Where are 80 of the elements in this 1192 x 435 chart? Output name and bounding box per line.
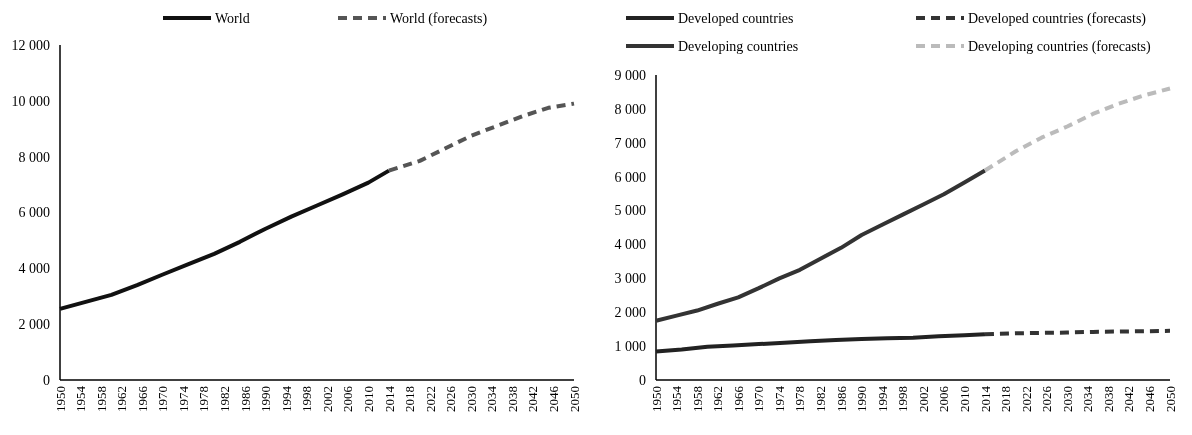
x-tick-label: 2030: [1059, 386, 1075, 412]
x-tick-label: 2018: [402, 386, 418, 412]
x-tick-label: 1990: [258, 386, 274, 412]
x-tick-label: 2018: [998, 386, 1014, 412]
x-tick-label: 2042: [1121, 386, 1137, 412]
y-tick-label: 5 000: [614, 203, 646, 219]
y-tick-label: 6 000: [614, 169, 646, 185]
x-tick-label: 2006: [340, 385, 356, 412]
x-tick-label: 1998: [895, 386, 911, 412]
x-tick-label: 2026: [1039, 385, 1055, 412]
x-tick-label: 2038: [504, 386, 520, 412]
x-tick-label: 1958: [689, 386, 705, 412]
x-tick-label: 1974: [175, 385, 191, 412]
x-tick-label: 2030: [463, 386, 479, 412]
x-tick-label: 2034: [484, 385, 500, 412]
x-tick-label: 2002: [915, 386, 931, 412]
y-tick-label: 7 000: [614, 135, 646, 151]
x-tick-label: 1950: [52, 386, 68, 412]
line-series: [654, 168, 987, 323]
line-series: [386, 101, 576, 173]
x-tick-label: 1982: [813, 386, 829, 412]
x-tick-label: 1974: [771, 385, 787, 412]
x-tick-label: 1986: [237, 385, 253, 412]
x-tick-label: 2034: [1080, 385, 1096, 412]
y-tick-label: 9 000: [614, 67, 646, 83]
x-tick-label: 2046: [1141, 385, 1157, 412]
x-tick-label: 1962: [114, 386, 130, 412]
x-tick-label: 1970: [155, 386, 171, 412]
legend-label: Developing countries: [678, 39, 799, 54]
x-tick-label: 1994: [874, 385, 890, 412]
x-tick-label: 1966: [134, 385, 150, 412]
x-tick-label: 1954: [669, 385, 685, 412]
x-tick-label: 1970: [751, 386, 767, 412]
y-tick-label: 2 000: [18, 317, 50, 333]
x-tick-label: 2006: [936, 385, 952, 412]
x-tick-label: 1954: [73, 385, 89, 412]
x-tick-label: 2014: [381, 385, 397, 412]
line-series: [58, 168, 391, 311]
x-tick-label: 2002: [319, 386, 335, 412]
x-tick-label: 1966: [730, 385, 746, 412]
x-tick-label: 1982: [217, 386, 233, 412]
y-tick-label: 6 000: [18, 205, 50, 221]
y-tick-label: 2 000: [614, 305, 646, 321]
y-tick-label: 0: [43, 372, 50, 388]
x-tick-label: 1994: [278, 385, 294, 412]
x-tick-label: 2026: [443, 385, 459, 412]
x-tick-label: 2010: [956, 386, 972, 412]
y-tick-label: 12 000: [11, 37, 50, 53]
legend-label: Developing countries (forecasts): [968, 39, 1152, 55]
x-tick-label: 2010: [360, 386, 376, 412]
x-tick-label: 2050: [1162, 386, 1178, 412]
legend-label: Developed countries (forecasts): [968, 11, 1147, 27]
y-tick-label: 3 000: [614, 271, 646, 287]
x-tick-label: 2014: [977, 385, 993, 412]
y-tick-label: 8 000: [18, 149, 50, 165]
y-tick-label: 0: [639, 372, 646, 388]
line-series: [982, 86, 1172, 173]
x-tick-label: 2038: [1100, 386, 1116, 412]
x-tick-label: 2050: [566, 386, 582, 412]
y-tick-label: 1 000: [614, 339, 646, 355]
x-tick-label: 1950: [648, 386, 664, 412]
x-tick-label: 1978: [792, 386, 808, 412]
y-tick-label: 8 000: [614, 101, 646, 117]
legend-label: World: [215, 11, 250, 26]
line-series: [654, 332, 987, 354]
x-tick-label: 2042: [525, 386, 541, 412]
x-tick-label: 1986: [833, 385, 849, 412]
x-tick-label: 2022: [1018, 386, 1034, 412]
legend-label: Developed countries: [678, 11, 794, 26]
legend-label: World (forecasts): [390, 11, 488, 27]
y-tick-label: 4 000: [18, 261, 50, 277]
y-tick-label: 4 000: [614, 237, 646, 253]
x-tick-label: 1962: [710, 386, 726, 412]
y-tick-label: 10 000: [11, 93, 50, 109]
x-tick-label: 2046: [545, 385, 561, 412]
x-tick-label: 2022: [422, 386, 438, 412]
x-tick-label: 1998: [299, 386, 315, 412]
x-tick-label: 1958: [93, 386, 109, 412]
x-tick-label: 1978: [196, 386, 212, 412]
x-tick-label: 1990: [854, 386, 870, 412]
